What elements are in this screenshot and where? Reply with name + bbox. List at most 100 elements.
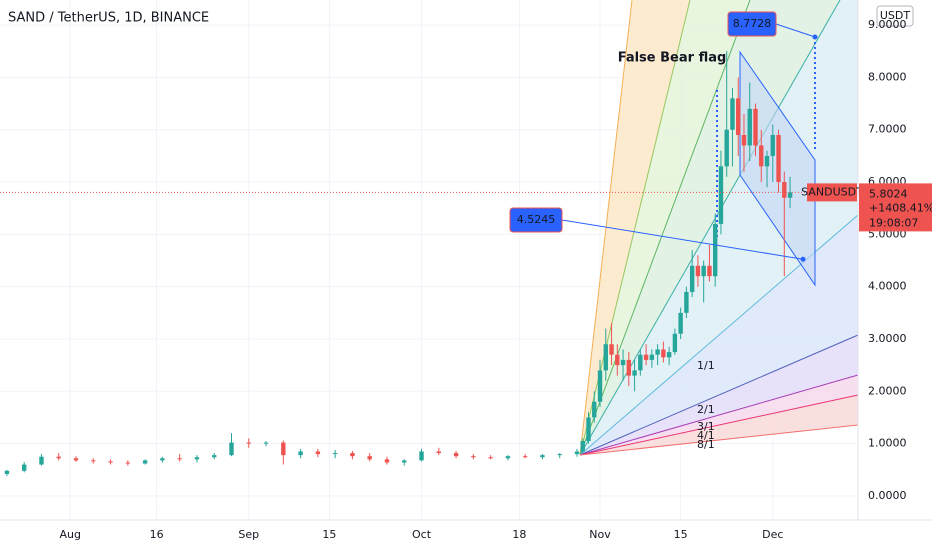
- y-tick-label: 3.0000: [868, 332, 907, 345]
- fan-line: [579, 0, 751, 456]
- candle-body: [332, 453, 338, 455]
- candle-body: [350, 453, 355, 457]
- fan-label: 1/1: [697, 359, 715, 372]
- candle-body: [522, 456, 528, 458]
- symbol-label: SANDUSDT: [801, 185, 863, 198]
- candle-body: [592, 401, 597, 418]
- candle-body: [212, 455, 217, 458]
- candle-body: [160, 458, 165, 461]
- candle-body: [384, 459, 390, 463]
- fan-label: 8/1: [697, 438, 715, 451]
- candle-body: [56, 456, 61, 459]
- y-tick-label: 4.0000: [868, 280, 907, 293]
- note-label: 8.7728: [733, 17, 772, 30]
- candle-body: [73, 458, 79, 461]
- candle-body: [540, 455, 545, 458]
- candle-body: [586, 417, 591, 442]
- candle-body: [632, 370, 637, 376]
- candle-body: [661, 349, 666, 358]
- x-tick-label: 15: [322, 528, 336, 541]
- x-tick-label: Aug: [60, 528, 81, 541]
- x-tick-label: Oct: [412, 528, 432, 541]
- candle-body: [770, 134, 775, 156]
- candle-body: [505, 456, 511, 459]
- note-point: [812, 34, 818, 40]
- candle-body: [615, 354, 620, 366]
- y-tick-label: 9.0000: [868, 18, 907, 31]
- candle-body: [753, 108, 758, 146]
- fan-line: [579, 394, 859, 456]
- candle-body: [626, 359, 632, 376]
- candle-body: [701, 265, 706, 277]
- candle-body: [229, 442, 234, 456]
- x-tick-label: Dec: [762, 528, 783, 541]
- candle-body: [747, 108, 752, 146]
- candle-body: [678, 312, 683, 334]
- candle-body: [707, 265, 712, 277]
- candle-body: [695, 265, 701, 277]
- candle-body: [488, 457, 493, 459]
- candle-body: [776, 134, 781, 183]
- candle-body: [367, 456, 372, 460]
- candle-body: [724, 129, 729, 167]
- y-tick-label: 8.0000: [868, 70, 907, 83]
- candle-body: [787, 192, 793, 198]
- x-tick-label: Sep: [238, 528, 259, 541]
- candle-body: [315, 451, 321, 455]
- candle-body: [643, 354, 649, 360]
- note-connector: [561, 219, 804, 260]
- candle-body: [574, 451, 580, 455]
- note-label: 4.5245: [517, 213, 556, 226]
- y-tick-label: 0.0000: [868, 489, 907, 502]
- candle-body: [649, 354, 655, 360]
- candle-body: [436, 451, 441, 454]
- candle-body: [246, 442, 251, 444]
- x-tick-label: 15: [674, 528, 688, 541]
- price-tag: [859, 183, 932, 232]
- candle-body: [597, 370, 603, 402]
- candle-body: [684, 291, 689, 313]
- fan-line: [579, 334, 859, 456]
- candle-body: [194, 457, 200, 460]
- candle-body: [91, 460, 96, 462]
- note-point: [800, 256, 806, 262]
- fan-zone: [580, 0, 858, 455]
- candle-body: [609, 344, 614, 355]
- candle-body: [177, 458, 182, 460]
- candle-body: [672, 333, 678, 353]
- candle-body: [471, 456, 476, 458]
- y-tick-label: 7.0000: [868, 123, 907, 136]
- change: +1408.41%: [869, 201, 932, 214]
- candle-body: [759, 145, 764, 167]
- fan-line: [579, 424, 859, 456]
- annotation: False Bear flag: [618, 51, 727, 66]
- fan-label: 4/1: [697, 429, 715, 442]
- note-connector: [775, 23, 816, 38]
- candle-body: [655, 349, 660, 355]
- candle-body: [764, 155, 770, 167]
- note-box: [509, 207, 563, 233]
- fan-line: [579, 374, 859, 456]
- candle-body: [402, 460, 407, 463]
- y-tick-label: 1.0000: [868, 437, 907, 450]
- candle-body: [21, 464, 27, 471]
- candle-body: [557, 454, 562, 456]
- candle-body: [580, 441, 585, 452]
- countdown: 19:08:07: [869, 216, 918, 229]
- note-box: [727, 11, 777, 37]
- candle-body: [689, 265, 695, 292]
- x-tick-label: Nov: [589, 528, 611, 541]
- candle-body: [620, 359, 626, 366]
- candle-body: [712, 223, 718, 277]
- last-price: 5.8024: [869, 187, 908, 200]
- candle-body: [453, 453, 459, 457]
- y-tick-label: 2.0000: [868, 384, 907, 397]
- candle-body: [108, 461, 113, 463]
- currency-box: [876, 5, 914, 27]
- currency: USDT: [880, 9, 911, 22]
- candle-body: [125, 462, 131, 464]
- candle-body: [298, 451, 303, 456]
- candle-body: [263, 442, 269, 444]
- x-tick-label: 18: [512, 528, 526, 541]
